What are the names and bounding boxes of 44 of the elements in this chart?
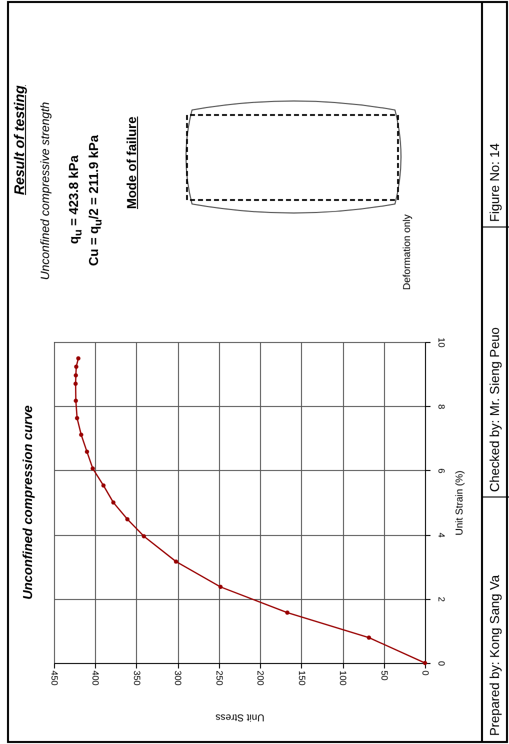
y-tick-label: 4 <box>436 532 446 538</box>
text: Unconfined compression curve <box>20 405 35 600</box>
point <box>142 534 146 538</box>
point <box>74 416 80 420</box>
y-tick-label: 8 <box>436 404 446 410</box>
text: Unconfined compressive strength <box>38 102 52 280</box>
y-tick-label: 2 <box>436 596 446 602</box>
y-axis-title: Unit Strain (%) <box>454 470 466 536</box>
x-tick-label: 150 <box>296 670 307 686</box>
y-tick-label: 10 <box>436 337 446 348</box>
text: Prepared by: Kong Sang Va <box>487 575 502 736</box>
point <box>74 398 78 403</box>
x-tick-label: 450 <box>50 670 60 686</box>
point <box>79 432 84 437</box>
text: Deformation only <box>402 214 413 290</box>
point <box>366 636 372 640</box>
x-axis-title: Unit Stress <box>216 712 264 723</box>
point <box>84 450 90 454</box>
point <box>73 382 78 386</box>
point <box>285 610 290 615</box>
y-tick-label: 0 <box>436 660 446 666</box>
point <box>422 660 428 666</box>
y-tick-label: 6 <box>436 468 446 474</box>
point <box>101 483 106 488</box>
point <box>111 500 116 505</box>
text: Result of testing <box>11 85 27 195</box>
point <box>218 584 223 590</box>
point <box>125 517 130 522</box>
x-tick-label: 100 <box>338 670 348 686</box>
point <box>76 356 80 360</box>
point <box>74 373 78 378</box>
x-tick-label: 0 <box>420 670 430 676</box>
x-tick-label: 50 <box>379 670 390 681</box>
point <box>174 559 178 564</box>
text: Figure No: 14 <box>487 143 502 222</box>
point <box>90 466 95 471</box>
x-tick-label: 200 <box>256 670 266 686</box>
x-tick-label: 300 <box>173 670 184 686</box>
text: Checked by: Mr. Sieng Peuo <box>487 327 502 492</box>
x-tick-label: 400 <box>90 670 101 686</box>
point <box>74 364 78 369</box>
x-tick-label: 350 <box>132 670 142 686</box>
x-tick-label: 250 <box>214 670 224 686</box>
text: Mode of failure <box>124 116 139 209</box>
